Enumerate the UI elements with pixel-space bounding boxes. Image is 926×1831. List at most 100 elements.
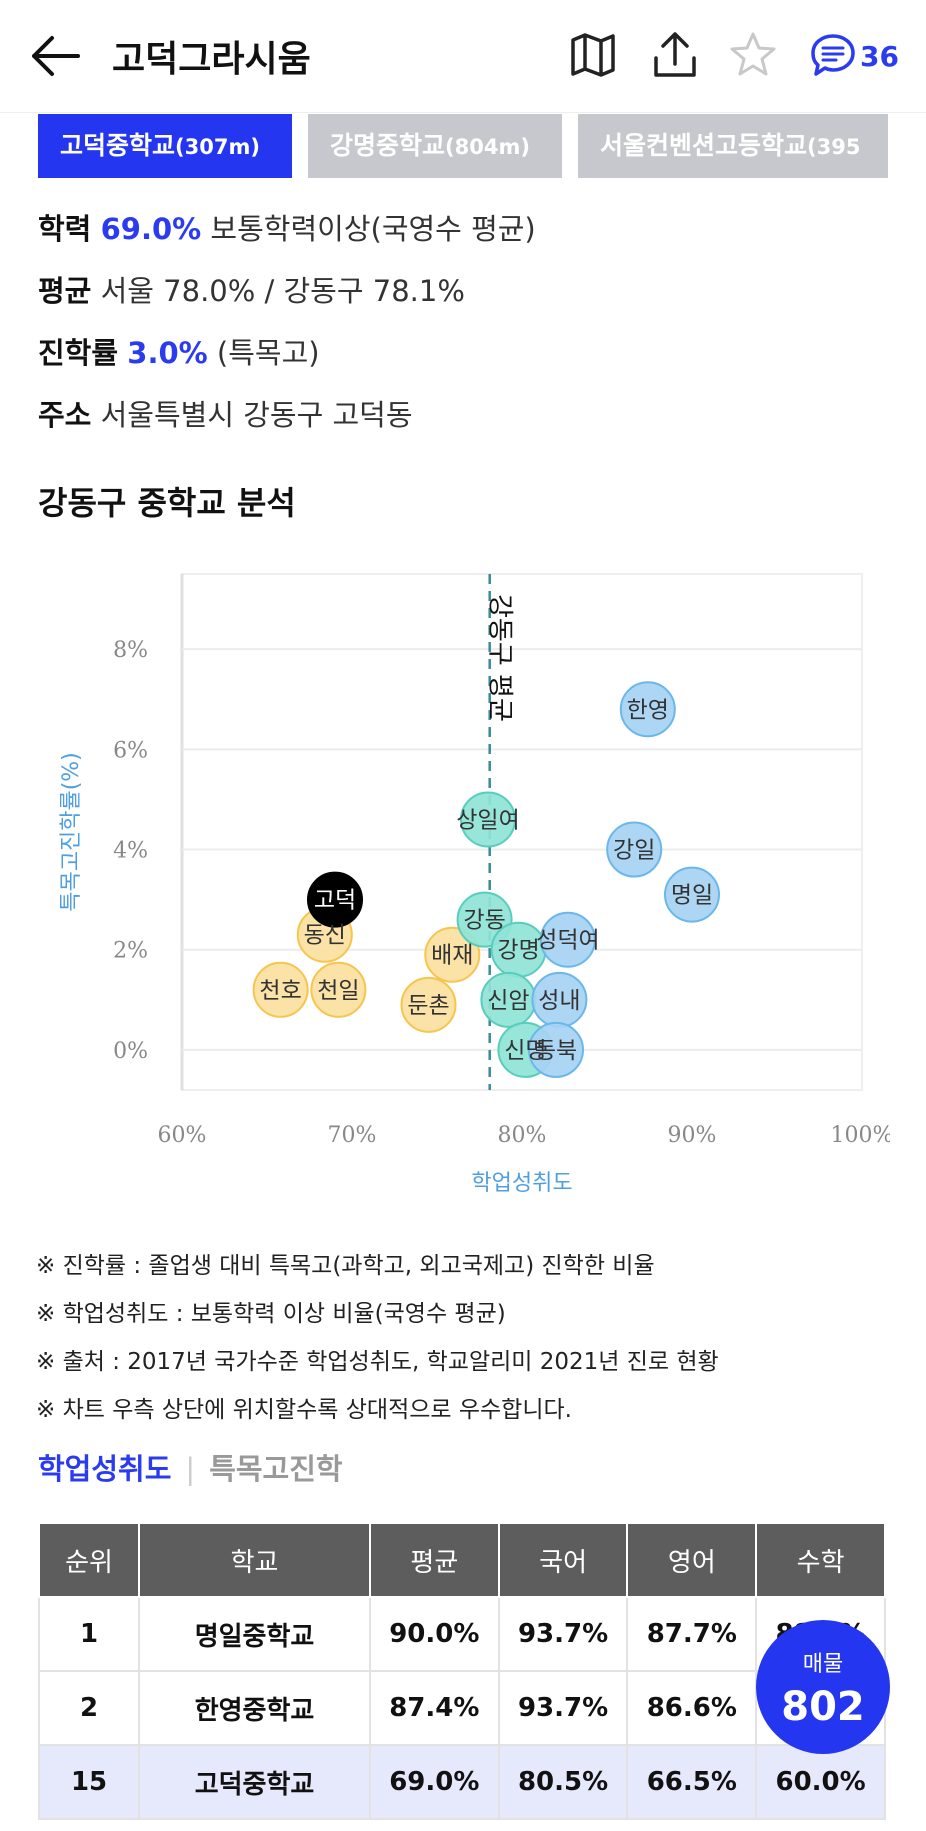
data-point-label: 신암: [487, 988, 529, 1014]
stat-label: 평균: [38, 274, 92, 308]
fab-count: 802: [781, 1684, 865, 1730]
star-icon[interactable]: [728, 30, 778, 80]
cell-rank: 1: [37, 1596, 141, 1672]
table-row-current-school[interactable]: 15 고덕중학교 69.0% 80.5% 66.5% 60.0%: [37, 1744, 886, 1820]
stat-value: 69.0%: [100, 212, 202, 246]
tab-special-school[interactable]: 특목고진학: [209, 1452, 343, 1486]
col-school: 학교: [138, 1522, 371, 1598]
cell-math: 60.0%: [755, 1744, 886, 1820]
tab-label: 고덕중학교: [60, 131, 176, 160]
cell-korean: 80.5%: [497, 1744, 629, 1820]
col-rank: 순위: [37, 1522, 141, 1598]
data-point-label: 강일: [613, 838, 655, 864]
data-point-label: 성내: [538, 988, 580, 1014]
cell-average: 90.0%: [368, 1596, 500, 1672]
data-point-label: 동신: [304, 923, 346, 949]
cell-rank: 15: [37, 1744, 141, 1820]
cell-average: 69.0%: [368, 1744, 500, 1820]
tab-achievement[interactable]: 학업성취도: [38, 1452, 172, 1486]
section-title: 강동구 중학교 분석: [38, 484, 296, 522]
back-arrow-icon[interactable]: [30, 34, 82, 78]
comment-icon[interactable]: [808, 30, 858, 80]
note-advancement: ※ 진학률 : 졸업생 대비 특목고(과학고, 외고국제고) 진학한 비율: [36, 1253, 655, 1279]
x-tick-label: 90%: [668, 1123, 717, 1148]
scatter-chart: 0% 2% 4% 6% 8% 60% 70% 80% 90% 100% 학업성취도 특목고진학률(%)…: [59, 573, 890, 1196]
cell-average: 87.4%: [368, 1670, 500, 1746]
tab-school-gangmyeong[interactable]: 강명중학교(804m): [308, 114, 562, 178]
cell-english: 66.5%: [626, 1744, 758, 1820]
stat-advancement: 진학률 3.0% (특목고): [38, 330, 320, 372]
table-header-row: 순위 학교 평균 국어 영어 수학: [37, 1522, 886, 1598]
page-title: 고덕그라시움: [112, 39, 311, 80]
stat-desc: 보통학력이상(국영수 평균): [201, 212, 536, 246]
ranking-tabs: 학업성취도 | 특목고진학: [38, 1446, 343, 1488]
col-english: 영어: [626, 1522, 758, 1598]
stat-desc: (특목고): [207, 336, 320, 370]
map-icon[interactable]: [568, 30, 618, 80]
x-tick-label: 80%: [498, 1123, 547, 1148]
tab-distance: (804m): [445, 135, 530, 159]
data-point: [528, 1021, 584, 1078]
cell-school: 명일중학교: [138, 1596, 371, 1672]
cell-rank: 2: [37, 1670, 141, 1746]
stat-academic: 학력 69.0% 보통학력이상(국영수 평균): [38, 206, 536, 248]
y-tick-label: 2%: [113, 939, 148, 964]
data-point: [310, 961, 367, 1018]
data-point-label: 강동: [463, 908, 505, 934]
data-point: [606, 821, 663, 878]
x-tick-label: 100%: [831, 1123, 890, 1148]
data-point: [619, 681, 676, 738]
data-point: [424, 926, 481, 983]
col-korean: 국어: [497, 1522, 629, 1598]
data-point: [252, 961, 309, 1018]
col-math: 수학: [755, 1522, 886, 1598]
cell-korean: 93.7%: [497, 1596, 629, 1672]
stat-desc: 서울 78.0% / 강동구 78.1%: [91, 274, 465, 308]
col-average: 평균: [368, 1522, 500, 1598]
y-tick-label: 8%: [113, 638, 148, 663]
cell-school: 한영중학교: [138, 1670, 371, 1746]
tab-school-godeok[interactable]: 고덕중학교(307m): [38, 114, 292, 178]
data-point-label: 명일: [671, 883, 713, 909]
fab-label: 매물: [802, 1652, 844, 1677]
note-source: ※ 출처 : 2017년 국가수준 학업성취도, 학교알리미 2021년 진로 …: [36, 1349, 719, 1375]
data-point: [400, 976, 457, 1033]
data-point-label: 둔촌: [407, 993, 449, 1019]
school-tabs: 고덕중학교(307m) 강명중학교(804m) 서울컨벤션고등학교(395: [38, 114, 926, 178]
y-tick-label: 0%: [113, 1039, 148, 1064]
tab-distance: (307m): [175, 135, 260, 159]
y-tick-label: 4%: [113, 839, 148, 864]
stat-average: 평균 서울 78.0% / 강동구 78.1%: [38, 268, 465, 310]
tab-school-convention[interactable]: 서울컨벤션고등학교(395: [578, 114, 888, 178]
y-tick-label: 6%: [113, 738, 148, 763]
data-point-label: 천일: [317, 978, 359, 1004]
note-chart-hint: ※ 차트 우측 상단에 위치할수록 상대적으로 우수합니다.: [36, 1397, 572, 1423]
app-header: 고덕그라시움 36: [0, 0, 926, 113]
data-point-label: 신명: [504, 1038, 546, 1064]
x-tick-label: 60%: [158, 1123, 207, 1148]
x-axis-title: 학업성취도: [471, 1171, 572, 1196]
data-point-label: 상일여: [456, 807, 519, 833]
tab-divider: |: [185, 1452, 196, 1486]
cell-korean: 93.7%: [497, 1670, 629, 1746]
data-point-label: 고덕: [314, 888, 356, 914]
cell-english: 87.7%: [626, 1596, 758, 1672]
data-point: [664, 866, 720, 923]
data-point-label: 한영: [627, 697, 669, 723]
cell-school: 고덕중학교: [138, 1744, 371, 1820]
stat-address: 주소 서울특별시 강동구 고덕동: [38, 392, 413, 434]
stat-desc: 서울특별시 강동구 고덕동: [91, 398, 413, 432]
x-tick-label: 70%: [328, 1123, 377, 1148]
data-point-label: 배재: [431, 943, 473, 969]
data-point: [460, 791, 516, 848]
data-point: [307, 871, 363, 928]
comment-count[interactable]: 36: [860, 40, 899, 73]
share-icon[interactable]: [650, 30, 700, 80]
listings-fab-button[interactable]: 매물 802: [756, 1620, 890, 1754]
ranking-table: 순위 학교 평균 국어 영어 수학 1 명일중학교 90.0% 93.7% 87…: [37, 1522, 886, 1820]
y-axis-title: 특목고진학률(%): [59, 752, 84, 912]
tab-distance: (395: [807, 135, 861, 159]
data-point-label: 강명: [497, 938, 539, 964]
data-point-label: 동북: [535, 1038, 577, 1064]
tab-label: 서울컨벤션고등학교: [600, 131, 808, 160]
